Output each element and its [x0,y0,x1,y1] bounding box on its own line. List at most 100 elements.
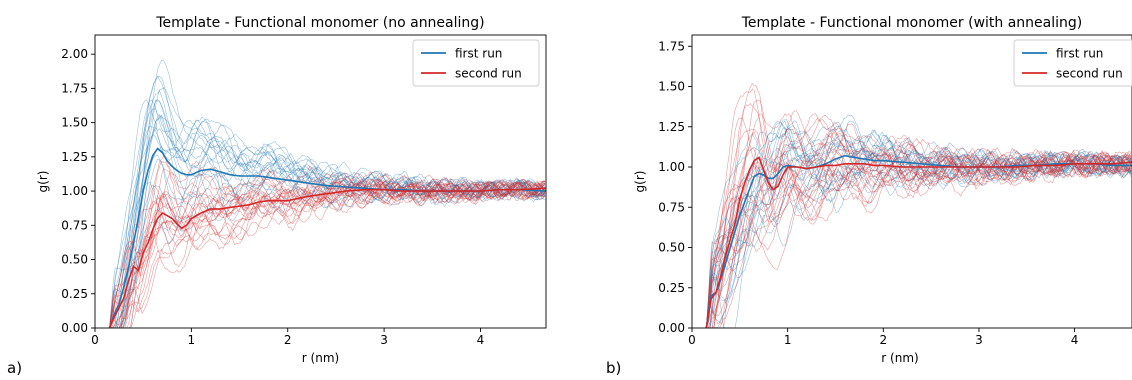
run-trace-first [109,134,546,328]
legend-box [1013,39,1132,87]
run-trace-second [109,173,546,328]
run-trace-second [109,182,546,328]
x-tick-label: 0 [688,333,696,347]
run-trace-first [706,120,1132,328]
y-axis-label: g(r) [633,171,647,193]
run-trace-first [109,154,546,328]
run-trace-first [109,76,546,328]
run-trace-first [109,158,546,328]
run-trace-first [706,150,1132,328]
run-trace-second [706,149,1132,328]
chart-panel-b: 0 1 2 3 4 0.00 0.25 0.50 0.75 1.00 1.25 1.50 1.75 Tem… [606,15,1132,377]
run-trace-first [109,113,546,328]
y-tick-label: 1.00 [658,160,685,174]
y-tick-label: 1.25 [658,120,685,134]
run-trace-second [109,160,546,328]
run-trace-first [706,157,1132,328]
y-tick-label: 0.00 [61,321,88,335]
x-tick-label: 0 [91,333,99,347]
run-trace-first [109,99,546,328]
run-trace-second [706,88,1132,328]
run-trace-first [109,75,546,328]
legend-label: first run [455,47,502,61]
run-trace-second [109,181,546,328]
run-trace-second [706,150,1132,328]
run-trace-second [706,99,1132,328]
run-trace-second [109,178,546,328]
run-trace-first [706,131,1132,328]
run-trace-first [109,116,546,328]
run-trace-second [706,154,1132,328]
run-trace-first [109,99,546,328]
plot-area [108,59,546,328]
run-trace-second [109,182,546,328]
run-trace-first [706,114,1132,328]
run-trace-first [706,137,1132,328]
run-trace-second [706,155,1132,328]
run-trace-first [706,122,1132,328]
run-trace-second [109,183,546,328]
run-trace-first [706,120,1132,328]
run-trace-first [706,157,1132,328]
run-trace-first [109,182,545,328]
run-trace-first [706,119,1132,328]
x-tick-label: 3 [975,333,983,347]
run-trace-first [109,87,546,328]
y-tick-label: 1.00 [61,184,88,198]
run-trace-first [109,99,546,328]
run-trace-second [706,117,1132,328]
x-tick-label: 1 [784,333,792,347]
run-trace-first [706,142,1132,328]
chart-panel-a: 0 1 2 3 4 0.00 0.25 0.50 0.75 1.00 1.25 1.50 1.75 2.0… [7,15,547,377]
axes-frame [94,34,547,329]
run-trace-first [109,59,546,328]
y-tick-label: 1.50 [61,116,88,130]
run-trace-second [109,181,546,328]
run-trace-second [706,131,1132,328]
series-line-second-run [108,187,546,328]
run-trace-second [109,168,546,328]
y-tick-label: 0.75 [61,218,88,232]
y-tick-label: 1.75 [61,81,88,95]
run-trace-second [706,153,1132,328]
run-trace-second [706,103,1132,328]
run-trace-second [706,153,1132,328]
run-trace-second [706,113,1132,328]
legend: first run second run [412,39,540,87]
run-trace-second [109,160,546,328]
run-trace-second [706,148,1132,328]
y-tick-label: 0.50 [658,241,685,255]
run-trace-second [109,182,546,328]
y-tick-label: 0.25 [658,281,685,295]
x-tick-label: 4 [477,333,485,347]
run-trace-second [706,82,1132,328]
x-tick-label: 2 [284,333,292,347]
legend-label: second run [455,67,522,81]
chart-title: Template - Functional monomer (with anne… [741,15,1083,31]
y-tick-label: 1.50 [658,80,685,94]
run-trace-first [706,139,1132,328]
y-tick-label: 2.00 [61,47,88,61]
y-tick-label: 0.25 [61,287,88,301]
y-axis-label: g(r) [36,171,50,193]
run-trace-second [109,179,546,328]
x-axis-label: r (nm) [302,351,339,365]
panel-label: a) [7,359,22,377]
legend-label: second run [1056,67,1123,81]
run-trace-first [109,145,546,328]
series-line-first-run [108,147,546,328]
run-trace-first [109,108,546,328]
axes-frame [691,34,1132,329]
series-line-second-run [705,156,1132,328]
run-trace-second [706,117,1132,328]
run-trace-second [109,182,546,328]
run-trace-first [109,172,546,328]
run-trace-first [109,114,546,328]
run-trace-second [706,147,1132,328]
y-tick-label: 1.25 [61,150,88,164]
x-tick-label: 4 [1071,333,1079,347]
run-trace-second [109,175,546,328]
run-trace-first [706,127,1132,328]
x-tick-label: 3 [380,333,388,347]
